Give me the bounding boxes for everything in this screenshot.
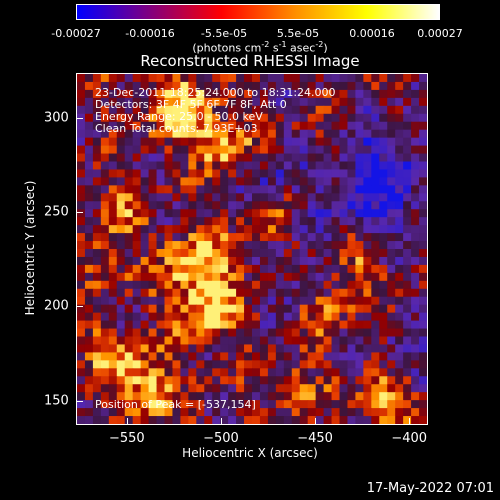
- detectors-info: Detectors: 3F 4F 5F 6F 7F 8F, Att 0: [95, 98, 287, 111]
- y-tick-label: 150: [44, 393, 69, 409]
- colorbar: [76, 4, 440, 20]
- colorbar-units: (photons cm-2 s-1 asec-2): [192, 40, 328, 55]
- peak-position: Position of Peak = [-537,154]: [95, 398, 256, 411]
- x-tick-label: −400: [391, 431, 428, 446]
- x-tick-mark: [315, 418, 317, 424]
- y-tick-mark: [77, 118, 83, 120]
- colorbar-tick-label: 0.00027: [417, 27, 463, 40]
- colorbar-tick-label: 0.00016: [349, 27, 395, 40]
- x-tick-mark: [409, 418, 411, 424]
- chart-title: Reconstructed RHESSI Image: [140, 52, 360, 70]
- x-tick-label: −450: [297, 431, 333, 446]
- plot-area: 23-Dec-2011 18:25:24.000 to 18:31:24.000…: [76, 73, 428, 425]
- y-tick-mark: [77, 400, 83, 402]
- colorbar-tick-label: -0.00016: [125, 27, 175, 40]
- y-axis-label: Heliocentric Y (arcsec): [23, 180, 37, 316]
- timestamp: 17-May-2022 07:01: [366, 481, 494, 496]
- colorbar-tick-label: -0.00027: [51, 27, 101, 40]
- x-tick-label: −500: [203, 431, 239, 446]
- y-tick-label: 250: [44, 204, 69, 220]
- colorbar-tick-label: -5.5e-05: [200, 27, 248, 40]
- y-tick-mark: [77, 212, 83, 214]
- heatmap-image: [77, 74, 427, 424]
- x-tick-label: −550: [108, 431, 145, 446]
- y-tick-label: 300: [44, 110, 69, 126]
- y-tick-label: 200: [44, 298, 69, 314]
- colorbar-tick-label: 5.5e-05: [276, 27, 320, 40]
- x-tick-mark: [126, 418, 128, 424]
- x-axis-label: Heliocentric X (arcsec): [182, 446, 318, 460]
- x-tick-mark: [220, 418, 222, 424]
- algorithm-counts: Clean Total counts: 7.93E+03: [95, 122, 258, 135]
- observation-time: 23-Dec-2011 18:25:24.000 to 18:31:24.000: [95, 86, 336, 99]
- energy-range: Energy Range: 25.0 - 50.0 keV: [95, 110, 263, 123]
- y-tick-mark: [77, 306, 83, 308]
